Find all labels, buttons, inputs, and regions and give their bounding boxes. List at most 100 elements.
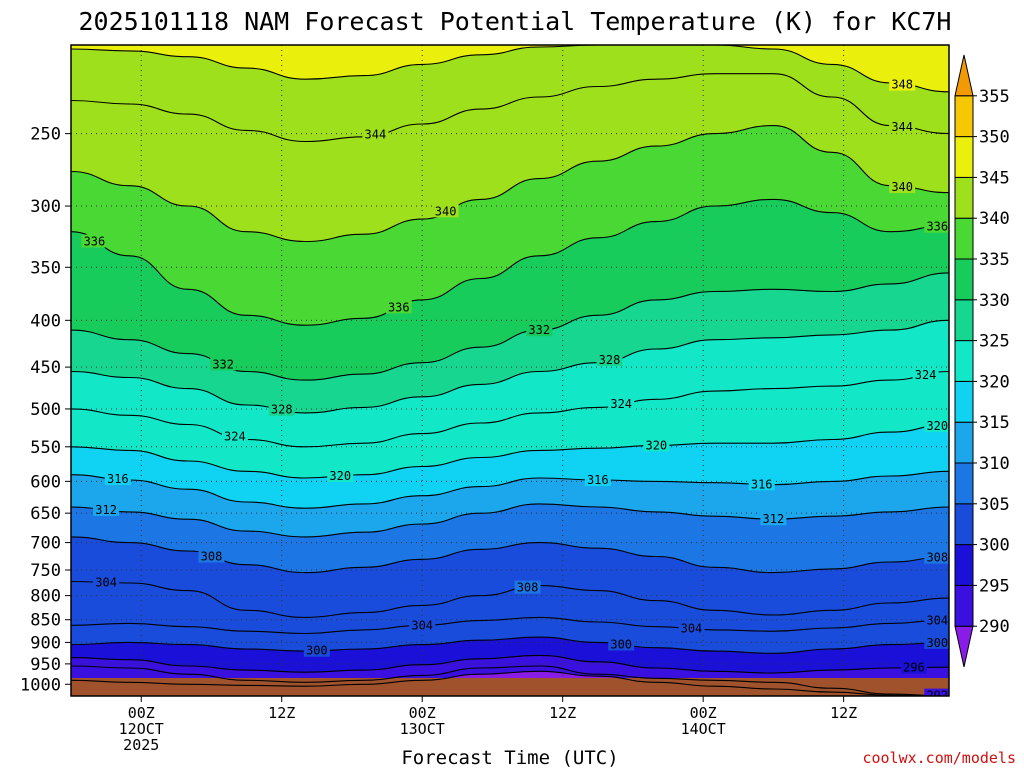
contour-label-backing — [104, 471, 131, 485]
contour-label-backing — [760, 512, 787, 526]
contour-label: 328 — [271, 403, 293, 417]
contour-label: 300 — [926, 636, 948, 650]
contour-line — [71, 670, 949, 696]
contour-label-backing — [900, 660, 927, 674]
contour-line — [71, 73, 949, 143]
contour-label-backing — [748, 477, 775, 491]
colorbar-label: 300 — [979, 536, 1010, 556]
colorbar-band — [954, 421, 974, 464]
temperature-band — [71, 272, 949, 413]
contour-label: 344 — [365, 127, 387, 141]
contour-label-backing — [924, 688, 949, 696]
contour-label: 308 — [926, 551, 948, 565]
colorbar-label: 295 — [979, 576, 1010, 596]
colorbar-label: 335 — [979, 250, 1010, 270]
colorbar: 290 295 300 305 310 315 320 325 330 335 340 345 350 3… — [954, 54, 1010, 668]
contour-label-backing — [924, 613, 949, 627]
x-tick-label: 00Z — [409, 704, 436, 722]
contour-line — [71, 470, 949, 509]
chart-title: 2025101118 NAM Forecast Potential Temper… — [79, 7, 952, 36]
y-tick-label: 450 — [30, 358, 61, 378]
contour-label: 320 — [926, 419, 948, 433]
contour-label: 336 — [926, 220, 948, 234]
contour-label: 336 — [84, 234, 106, 248]
contour-label-backing — [924, 635, 949, 649]
colorbar-band — [954, 625, 974, 668]
y-tick-label: 600 — [30, 472, 61, 492]
colorbar-label: 320 — [979, 372, 1010, 392]
y-tick-label: 400 — [30, 311, 61, 331]
contour-label: 332 — [528, 323, 550, 337]
contour-label: 304 — [926, 613, 948, 627]
colorbar-band — [954, 340, 974, 382]
colorbar-label: 340 — [979, 209, 1010, 229]
contour-label: 324 — [915, 368, 937, 382]
y-tick-label: 250 — [30, 125, 61, 145]
contour-label-backing — [432, 204, 459, 218]
y-axis-ticks: 2503003504004505005506006507007508008509… — [20, 125, 71, 695]
colorbar-band — [954, 217, 974, 260]
temperature-band — [71, 45, 949, 92]
x-tick-label: 14OCT — [681, 720, 726, 738]
contour-label: 304 — [681, 622, 703, 636]
contour-label: 300 — [610, 638, 632, 652]
colorbar-label: 330 — [979, 291, 1010, 311]
contour-label: 340 — [891, 180, 913, 194]
y-tick-label: 850 — [30, 611, 61, 631]
contour-line — [71, 370, 949, 448]
contour-line — [71, 665, 949, 696]
colorbar-band — [954, 503, 974, 546]
temperature-band — [71, 45, 949, 142]
contour-label-backing — [608, 637, 635, 651]
colorbar-label: 290 — [979, 617, 1010, 637]
contour-label-backing — [409, 618, 436, 632]
contour-label-backing — [362, 127, 389, 141]
contour-line — [71, 636, 949, 654]
contour-label-backing — [596, 352, 623, 366]
temperature-band — [71, 536, 949, 618]
temperature-band — [71, 581, 949, 634]
contour-label-backing — [526, 323, 553, 337]
colorbar-label: 310 — [979, 454, 1010, 474]
contour-label: 316 — [107, 472, 129, 486]
contour-label: 324 — [610, 397, 632, 411]
contour-label: 300 — [306, 644, 328, 658]
colorbar-label: 315 — [979, 413, 1010, 433]
contour-label: 296 — [903, 661, 925, 675]
contour-label: 320 — [329, 469, 351, 483]
contour-label-backing — [93, 502, 120, 516]
contour-label-backing — [385, 300, 412, 314]
contour-label: 348 — [891, 78, 913, 92]
colorbar-band — [954, 462, 974, 505]
contour-label-backing — [198, 549, 225, 563]
temperature-band — [71, 371, 949, 478]
contour-label: 292 — [926, 689, 948, 703]
x-tick-label: 12Z — [268, 704, 295, 722]
grid-layer — [71, 45, 949, 696]
contour-label: 324 — [224, 430, 246, 444]
contour-line — [71, 198, 949, 326]
contour-label-backing — [584, 473, 611, 487]
y-tick-label: 700 — [30, 534, 61, 554]
colorbar-band — [954, 136, 974, 178]
contour-label: 304 — [95, 575, 117, 589]
temperature-band — [71, 199, 949, 381]
plot-frame — [70, 44, 950, 697]
credit-text: coolwx.com/models — [862, 749, 1016, 767]
x-tick-label: 13OCT — [400, 720, 445, 738]
colorbar-label: 305 — [979, 495, 1010, 515]
contour-label: 312 — [95, 503, 117, 517]
contour-label: 328 — [599, 353, 621, 367]
temperature-band — [71, 471, 949, 537]
contour-line — [71, 616, 949, 635]
contour-label-backing — [268, 402, 295, 416]
x-tick-label: 2025 — [123, 736, 159, 754]
colorbar-label: 350 — [979, 128, 1010, 148]
contour-label: 316 — [587, 473, 609, 487]
y-tick-label: 950 — [30, 655, 61, 675]
temperature-band — [71, 503, 949, 573]
temperature-band — [71, 424, 949, 509]
colorbar-band — [954, 544, 974, 586]
